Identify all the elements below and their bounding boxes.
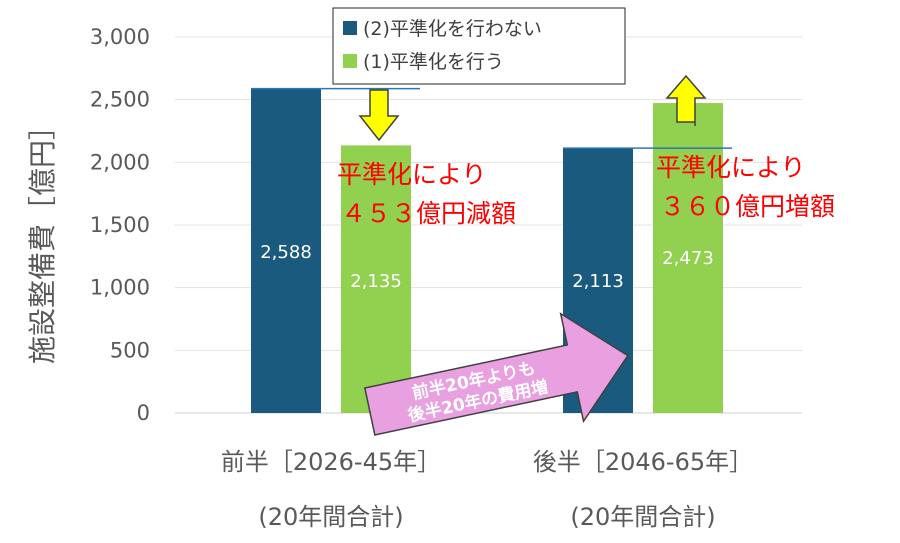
annotation-increase-line2: ３６０億円増額 bbox=[660, 192, 835, 221]
legend: (2)平準化を行わない (1)平準化を行う bbox=[332, 7, 626, 85]
data-label: 2,135 bbox=[350, 271, 402, 292]
annotation-decrease-line2: ４５３億円減額 bbox=[341, 199, 516, 228]
y-tick-label: 2,500 bbox=[90, 88, 150, 112]
bar-series-2-cat-1 bbox=[251, 88, 321, 414]
y-tick-label: 0 bbox=[137, 401, 150, 425]
data-label: 2,588 bbox=[260, 242, 312, 263]
annotation-increase-line1: 平準化により bbox=[656, 153, 806, 182]
legend-label-series-1: (1)平準化を行う bbox=[363, 51, 504, 73]
annotation-decrease-line1: 平準化により bbox=[337, 160, 487, 189]
category-sublabel: (20年間合計) bbox=[570, 503, 715, 531]
bars bbox=[251, 88, 723, 414]
y-tick-label: 1,000 bbox=[90, 276, 150, 300]
y-tick-label: 1,500 bbox=[90, 213, 150, 237]
callout-arrow: 前半20年よりも 後半20年の費用増 bbox=[363, 312, 629, 436]
legend-box bbox=[332, 7, 626, 85]
category-label: 後半［2046-65年］ bbox=[533, 448, 753, 476]
y-axis-label: 施設整備費［億円］ bbox=[26, 112, 59, 364]
legend-swatch-series-2 bbox=[343, 21, 357, 35]
bar-series-1-cat-2 bbox=[653, 103, 723, 414]
y-axis-ticks: 0 500 1,000 1,500 2,000 2,500 3,000 bbox=[90, 25, 150, 425]
data-label: 2,113 bbox=[572, 271, 624, 292]
category-label: 前半［2026-45年］ bbox=[221, 448, 441, 476]
data-labels: 2,588 2,113 2,135 2,473 bbox=[260, 242, 714, 292]
arrow-up-icon bbox=[665, 74, 707, 126]
y-tick-label: 3,000 bbox=[90, 25, 150, 49]
legend-swatch-series-1 bbox=[343, 54, 357, 68]
category-labels: 前半［2026-45年］ (20年間合計) 後半［2046-65年］ (20年間合計) bbox=[221, 448, 753, 531]
category-sublabel: (20年間合計) bbox=[258, 503, 403, 531]
y-tick-label: 2,000 bbox=[90, 150, 150, 174]
legend-label-series-2: (2)平準化を行わない bbox=[363, 18, 542, 40]
y-tick-label: 500 bbox=[110, 338, 150, 362]
bar-series-1-cat-1 bbox=[341, 145, 411, 413]
arrow-down-icon bbox=[358, 89, 400, 142]
reference-lines bbox=[251, 87, 732, 149]
callout-arrow-shape bbox=[363, 312, 629, 436]
data-label: 2,473 bbox=[662, 248, 714, 269]
